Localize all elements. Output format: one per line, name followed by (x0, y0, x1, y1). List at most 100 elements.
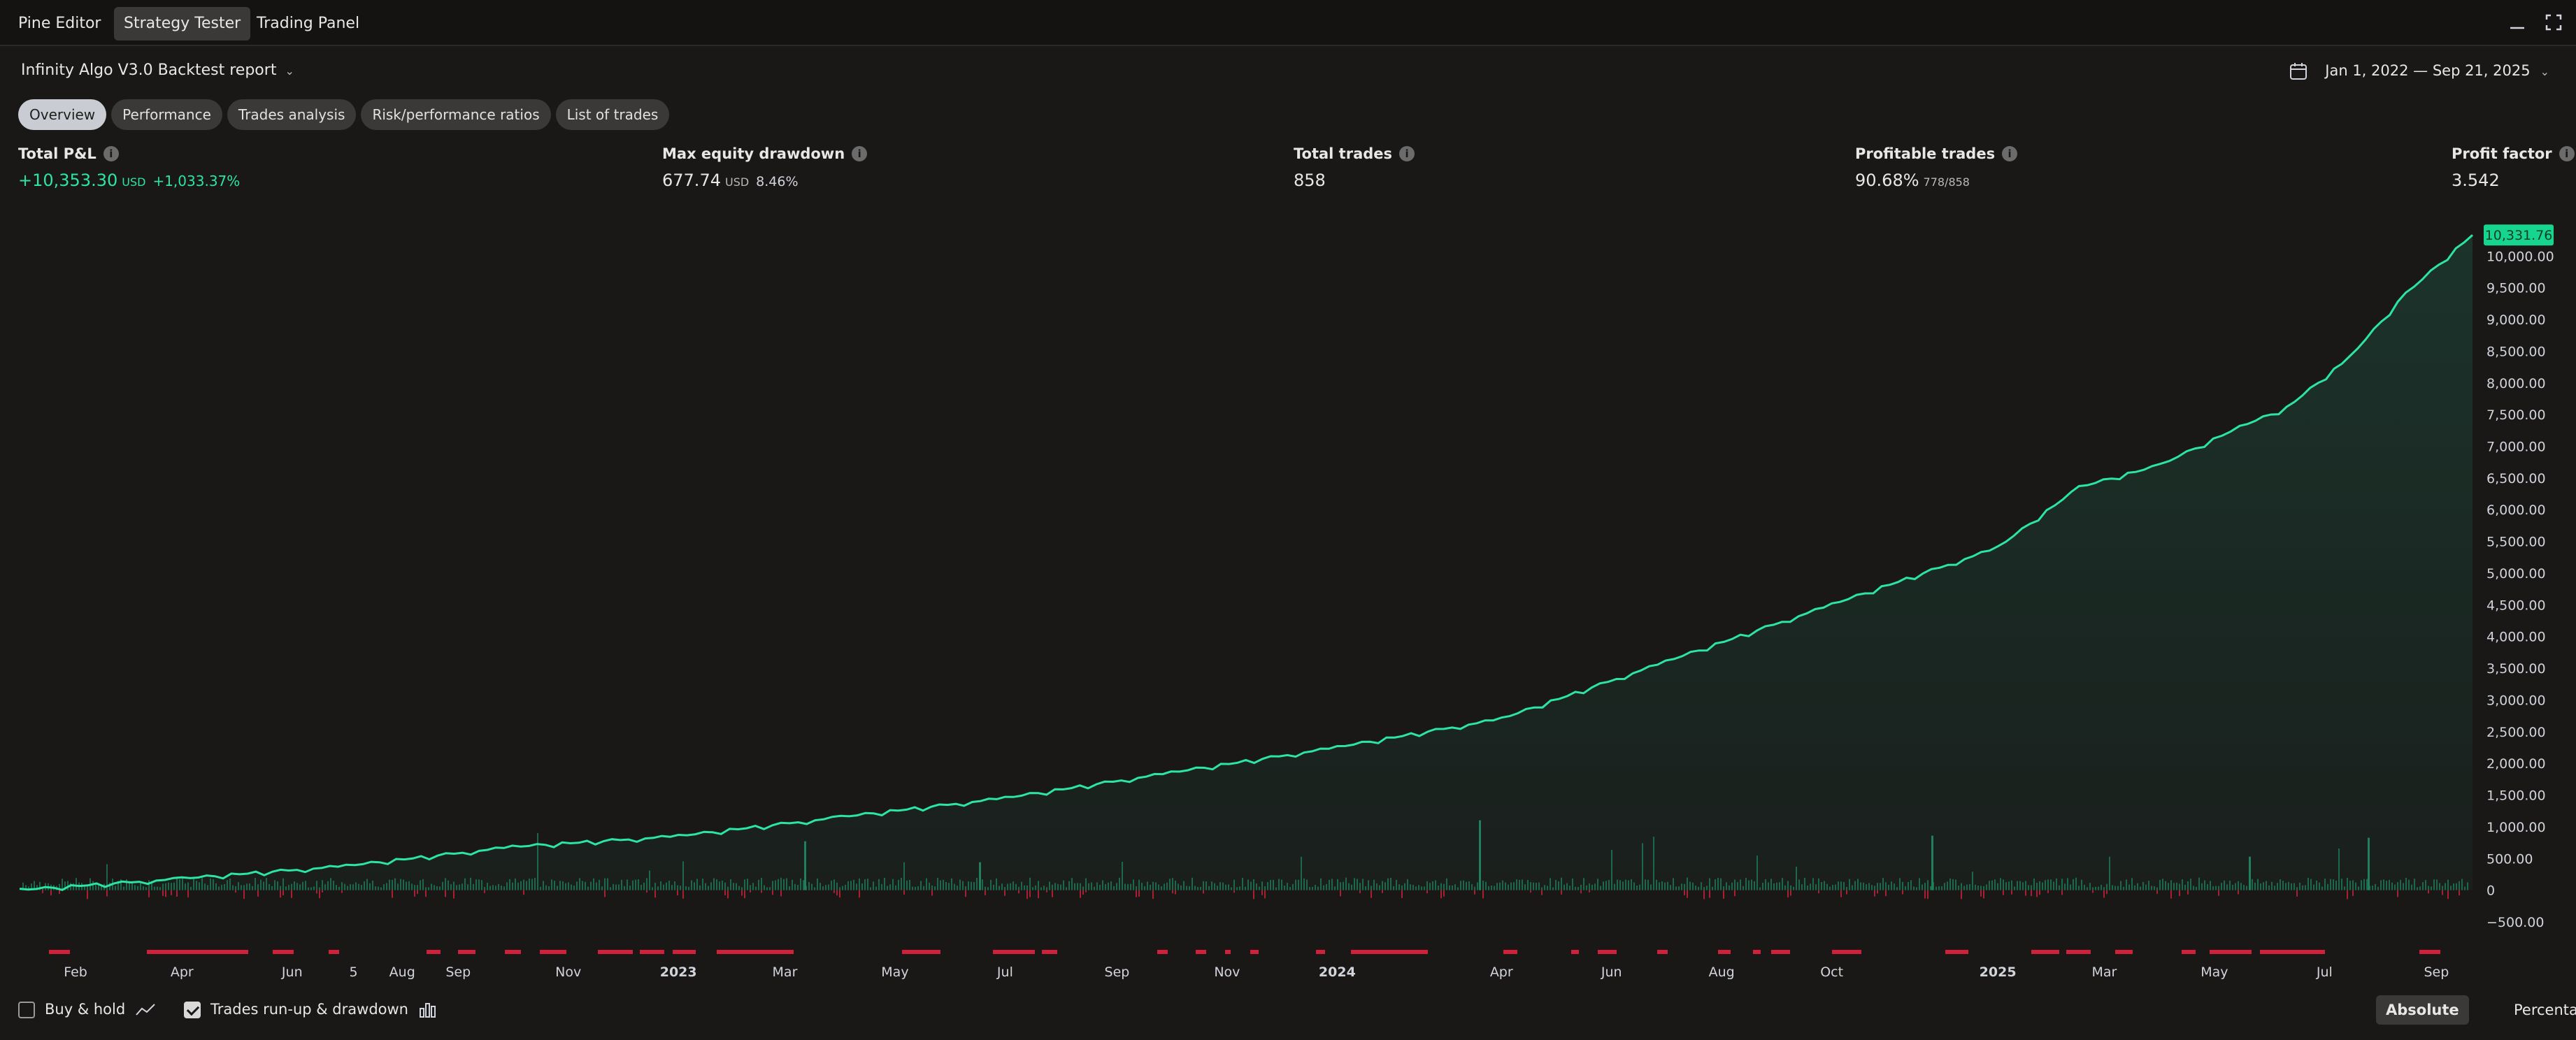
absolute-button[interactable]: Absolute (2376, 995, 2469, 1025)
drawdown-bar (677, 890, 678, 896)
drawdown-bar (1874, 890, 1875, 897)
tab-risk-performance-ratios[interactable]: Risk/performance ratios (361, 99, 551, 130)
x-tick-label: 2024 (1319, 965, 1356, 980)
drawdown-bar (1371, 890, 1372, 898)
drawdown-bar (2397, 890, 2398, 897)
minimize-icon[interactable] (2507, 13, 2527, 32)
metric-percent: 8.46% (756, 174, 799, 189)
drawdown-bar (1589, 890, 1590, 893)
drawdown-bar (1723, 890, 1724, 899)
drawdown-bar (2047, 890, 2049, 893)
x-tick-label: Sep (1105, 965, 1130, 980)
report-title[interactable]: Infinity Algo V3.0 Backtest report ⌄ (21, 62, 294, 79)
drawdown-bar (1703, 890, 1705, 900)
runup-drawdown-toggle[interactable]: Trades run-up & drawdown (184, 997, 438, 1022)
drawdown-period-marker (1753, 950, 1761, 954)
buy-hold-toggle[interactable]: Buy & hold (18, 997, 156, 1022)
drawdown-bar (839, 890, 840, 898)
x-tick-label: Feb (64, 965, 87, 980)
tab-pine-editor[interactable]: Pine Editor (18, 15, 101, 32)
info-icon[interactable]: i (1399, 146, 1415, 161)
y-tick-label: 0 (2486, 883, 2495, 899)
drawdown-bar (1136, 890, 1137, 897)
drawdown-bar (2170, 890, 2172, 899)
buy-hold-checkbox[interactable] (18, 1002, 35, 1018)
info-icon[interactable]: i (2002, 146, 2018, 161)
drawdown-period-marker (329, 950, 339, 954)
tab-strategy-tester[interactable]: Strategy Tester (114, 7, 251, 41)
drawdown-bar (1004, 890, 1006, 896)
drawdown-bar (42, 890, 43, 893)
x-tick-label: Mar (2091, 965, 2117, 980)
y-tick-label: 1,000.00 (2486, 820, 2546, 835)
drawdown-bar (2352, 890, 2354, 896)
line-chart-icon (136, 1004, 155, 1016)
drawdown-bar (741, 890, 743, 896)
tab-performance[interactable]: Performance (111, 99, 222, 130)
drawdown-bar (2031, 890, 2032, 897)
drawdown-period-marker (147, 950, 248, 954)
runup-drawdown-checkbox[interactable] (184, 1002, 201, 1018)
drawdown-bar (280, 890, 281, 898)
metric-max-equity-drawdown: Max equity drawdown i 677.74 USD 8.46% (662, 145, 868, 190)
drawdown-period-marker (540, 950, 566, 954)
drawdown-period-marker (1945, 950, 1968, 954)
tab-overview[interactable]: Overview (18, 99, 107, 130)
drawdown-bar (187, 890, 189, 897)
last-value-label: 10,331.76 (2484, 224, 2554, 246)
metric-label: Total P&L (18, 145, 96, 162)
drawdown-bar (1080, 890, 1081, 898)
runup-bar (25, 885, 27, 890)
drawdown-bar (1846, 890, 1847, 895)
drawdown-period-marker (427, 950, 441, 954)
drawdown-period-marker (2182, 950, 2196, 954)
drawdown-bar (2103, 890, 2105, 898)
drawdown-bar (2238, 890, 2239, 895)
last-value-text: 10,331.76 (2485, 228, 2553, 243)
drawdown-period-marker (1225, 950, 1231, 954)
drawdown-period-marker (273, 950, 294, 954)
drawdown-bar (1382, 890, 1383, 893)
drawdown-period-marker (1316, 950, 1325, 954)
drawdown-bar (780, 890, 782, 897)
drawdown-bar (1443, 890, 1445, 897)
x-tick-label: 5 (349, 965, 357, 980)
drawdown-period-marker (640, 950, 664, 954)
drawdown-bar (417, 890, 418, 895)
runup-bar (106, 864, 108, 890)
date-range-picker[interactable]: Jan 1, 2022 — Sep 21, 2025 ⌄ (2289, 59, 2549, 82)
metric-unit: USD (122, 175, 146, 189)
info-icon[interactable]: i (103, 146, 119, 161)
drawdown-bar (316, 890, 317, 894)
drawdown-bar (1233, 890, 1235, 893)
metric-detail: 778/858 (1923, 175, 1970, 189)
runup-bar (64, 881, 66, 890)
maximize-icon[interactable] (2544, 13, 2563, 32)
y-tick-label: 3,500.00 (2486, 661, 2546, 677)
drawdown-bar (604, 890, 606, 897)
metric-value: 858 (1294, 171, 1326, 190)
tab-trades-analysis[interactable]: Trades analysis (227, 99, 357, 130)
runup-bar (31, 883, 32, 890)
metric-unit: USD (724, 175, 750, 189)
y-tick-label: 2,500.00 (2486, 725, 2546, 740)
metric-profitable-trades: Profitable trades i 90.68% 778/858 (1855, 145, 2018, 190)
tab-list-of-trades[interactable]: List of trades (555, 99, 670, 130)
info-icon[interactable]: i (852, 146, 868, 161)
chevron-down-icon: ⌄ (2540, 65, 2549, 78)
runup-bar (34, 881, 35, 890)
equity-chart[interactable]: 10,000.00 9,500.00 9,000.00 8,500.00 8,000.0… (0, 210, 2576, 985)
runup-bar (28, 886, 29, 890)
drawdown-period-marker (2031, 950, 2059, 954)
y-tick-label: 9,500.00 (2486, 281, 2546, 296)
drawdown-bar (2187, 890, 2189, 895)
drawdown-period-marker (993, 950, 1035, 954)
percentage-button[interactable]: Percentage (2514, 1002, 2576, 1018)
drawdown-bar (2011, 890, 2012, 895)
tab-trading-panel[interactable]: Trading Panel (257, 15, 360, 32)
drawdown-bar (1818, 890, 1819, 894)
drawdown-bar (1885, 890, 1887, 897)
info-icon[interactable]: i (2559, 146, 2575, 161)
x-tick-label: Apr (171, 965, 194, 980)
drawdown-bar (1580, 890, 1582, 894)
